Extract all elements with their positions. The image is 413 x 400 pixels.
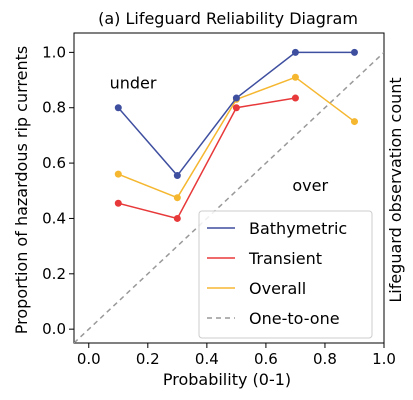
y-tick-label: 0.8 xyxy=(42,99,66,117)
data-point-overall xyxy=(173,194,181,202)
y-tick-label: 0.6 xyxy=(42,154,66,172)
data-point-overall xyxy=(114,170,122,178)
series-line-one-to-one xyxy=(74,51,384,343)
legend-label-overall: Overall xyxy=(249,279,306,298)
x-tick-label: 0.2 xyxy=(136,350,160,368)
x-tick-label: 0.8 xyxy=(313,350,337,368)
series-group xyxy=(74,48,384,343)
legend-label-transient: Transient xyxy=(248,249,322,268)
data-point-bathymetric xyxy=(291,48,299,56)
data-point-bathymetric xyxy=(173,172,181,180)
plot-frame xyxy=(73,32,385,344)
data-point-overall xyxy=(291,73,299,81)
chart-title: (a) Lifeguard Reliability Diagram xyxy=(98,9,358,28)
data-point-transient xyxy=(114,199,122,207)
y-tick-label: 0.0 xyxy=(42,320,66,338)
y-tick-label: 0.2 xyxy=(42,265,66,283)
x-tick-label: 0.6 xyxy=(254,350,278,368)
series-line-transient xyxy=(118,97,296,220)
data-point-transient xyxy=(232,104,240,112)
data-point-transient xyxy=(173,214,181,222)
data-point-bathymetric xyxy=(350,48,358,56)
annotation-under: under xyxy=(110,73,157,92)
data-point-transient xyxy=(291,94,299,102)
legend-label-one-to-one: One-to-one xyxy=(249,309,340,328)
data-point-bathymetric xyxy=(232,94,240,102)
y2-axis-label: Lifeguard observation count xyxy=(386,77,405,302)
legend-label-bathymetric: Bathymetric xyxy=(249,219,347,238)
legend-box xyxy=(198,210,373,339)
data-point-overall xyxy=(350,118,358,126)
x-axis-label: Probability (0-1) xyxy=(163,370,291,389)
y-tick-label: 1.0 xyxy=(42,43,66,61)
y-axis-label: Proportion of hazardous rip currents xyxy=(12,46,31,334)
annotation-over: over xyxy=(292,176,328,195)
y-tick-label: 0.4 xyxy=(42,209,66,227)
x-tick-label: 0.0 xyxy=(77,350,101,368)
x-tick-label: 1.0 xyxy=(372,350,396,368)
data-point-bathymetric xyxy=(114,104,122,112)
plot-area: 0.0 0.2 0.4 0.6 0.8 1.0 0.0 0.2 0.4 0.6 0.8 1.0 unde… xyxy=(42,32,396,368)
x-tick-label: 0.4 xyxy=(195,350,219,368)
